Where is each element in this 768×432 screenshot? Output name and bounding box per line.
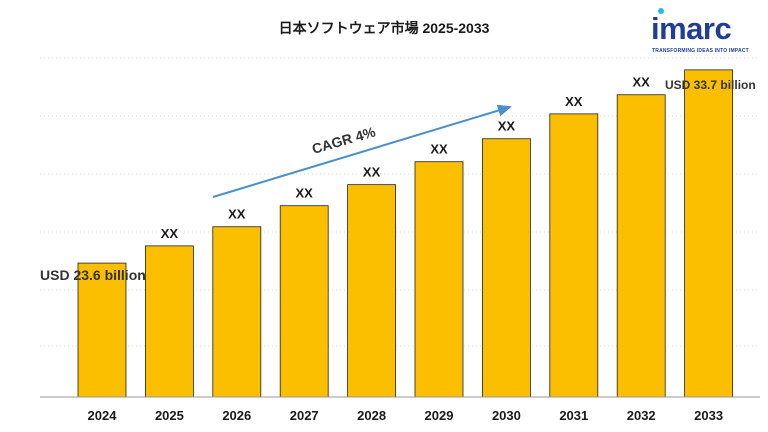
bar-2025	[144, 245, 194, 398]
logo-dot-icon	[658, 8, 664, 14]
x-tick-2031: 2031	[559, 408, 588, 423]
bars	[77, 69, 733, 398]
logo-tagline: TRANSFORMING IDEAS INTO IMPACT	[652, 48, 749, 54]
bar-2031	[549, 113, 599, 398]
x-tick-2028: 2028	[357, 408, 386, 423]
x-tick-2030: 2030	[492, 408, 521, 423]
data-label-2029: XX	[430, 142, 448, 157]
logo-wordmark: imarc	[651, 11, 732, 46]
bar-2024	[77, 262, 127, 398]
data-label-2030: XX	[498, 119, 516, 134]
data-label-2027: XX	[296, 186, 314, 201]
data-labels: XX XX XX XX XX XX XX XX	[161, 75, 650, 241]
x-tick-2033: 2033	[694, 408, 723, 423]
data-label-2031: XX	[565, 94, 583, 109]
data-label-2026: XX	[228, 207, 246, 222]
imarc-logo: imarc TRANSFORMING IDEAS INTO IMPACT	[651, 8, 763, 56]
cagr-arrow	[212, 104, 512, 198]
bar-2032	[616, 94, 666, 398]
chart-title: 日本ソフトウェア市場 2025-2033	[278, 20, 490, 36]
bar-2026	[212, 226, 262, 398]
x-tick-2025: 2025	[155, 408, 184, 423]
cagr-label: CAGR 4%	[310, 123, 378, 157]
data-label-2028: XX	[363, 165, 381, 180]
x-tick-2029: 2029	[425, 408, 454, 423]
bar-2028	[347, 184, 397, 398]
end-value-annotation: USD 33.7 billion	[665, 78, 756, 92]
x-tick-2027: 2027	[290, 408, 319, 423]
bar-2029	[414, 161, 464, 398]
data-label-2032: XX	[633, 75, 651, 90]
x-tick-2024: 2024	[88, 408, 118, 423]
bar-2027	[279, 205, 329, 398]
x-tick-2026: 2026	[222, 408, 251, 423]
bar-2033	[684, 69, 733, 398]
start-value-annotation: USD 23.6 billion	[40, 267, 146, 283]
x-tick-labels: 2024 2025 2026 2027 2028 2029 2030 2031 2032 2033	[88, 408, 724, 423]
bar-2030	[481, 138, 531, 398]
x-tick-2032: 2032	[627, 408, 656, 423]
data-label-2025: XX	[161, 226, 179, 241]
